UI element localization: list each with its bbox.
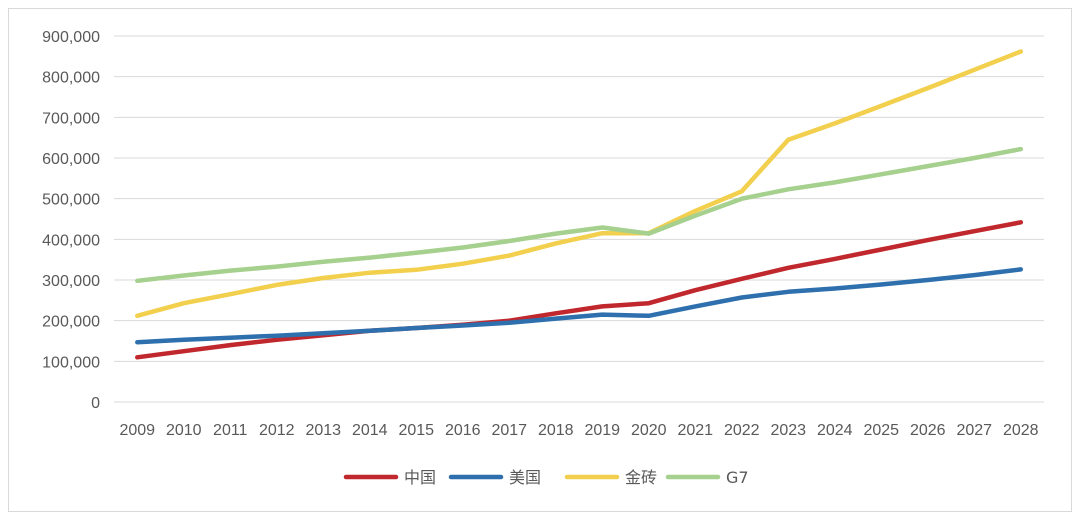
legend-label: 金砖 [625,468,657,487]
legend-label: 美国 [509,468,541,487]
series-line-0 [135,220,1024,360]
x-tick-label: 2015 [398,422,434,439]
x-tick-label: 2024 [817,422,853,439]
y-tick-label: 400,000 [42,232,100,249]
x-tick-label: 2014 [352,422,388,439]
x-tick-label: 2017 [491,422,527,439]
x-tick-label: 2027 [956,422,992,439]
y-tick-label: 800,000 [42,70,100,87]
series-line-1 [135,267,1024,345]
x-tick-label: 2022 [724,422,760,439]
y-tick-label: 900,000 [42,29,100,46]
series-line-2 [135,49,1024,319]
x-tick-label: 2009 [119,422,155,439]
y-tick-label: 600,000 [42,151,100,168]
series-line-3 [135,146,1024,284]
x-tick-label: 2011 [213,422,248,439]
y-tick-label: 300,000 [42,273,100,290]
x-tick-label: 2025 [863,422,899,439]
y-tick-label: 0 [91,395,100,412]
y-tick-label: 700,000 [42,110,100,127]
y-tick-label: 500,000 [42,192,100,209]
x-tick-label: 2016 [445,422,481,439]
x-tick-label: 2021 [677,422,713,439]
y-tick-label: 100,000 [42,354,100,371]
x-tick-label: 2020 [631,422,667,439]
x-tick-label: 2026 [910,422,946,439]
x-tick-label: 2023 [770,422,806,439]
x-tick-label: 2013 [305,422,341,439]
x-tick-label: 2012 [259,422,295,439]
y-tick-label: 200,000 [42,314,100,331]
x-tick-label: 2010 [166,422,202,439]
x-tick-label: 2028 [1003,422,1039,439]
chart-frame [8,8,1072,512]
x-tick-label: 2018 [538,422,574,439]
legend-label: G7 [726,468,749,487]
x-tick-label: 2019 [584,422,620,439]
legend-label: 中国 [404,468,436,487]
